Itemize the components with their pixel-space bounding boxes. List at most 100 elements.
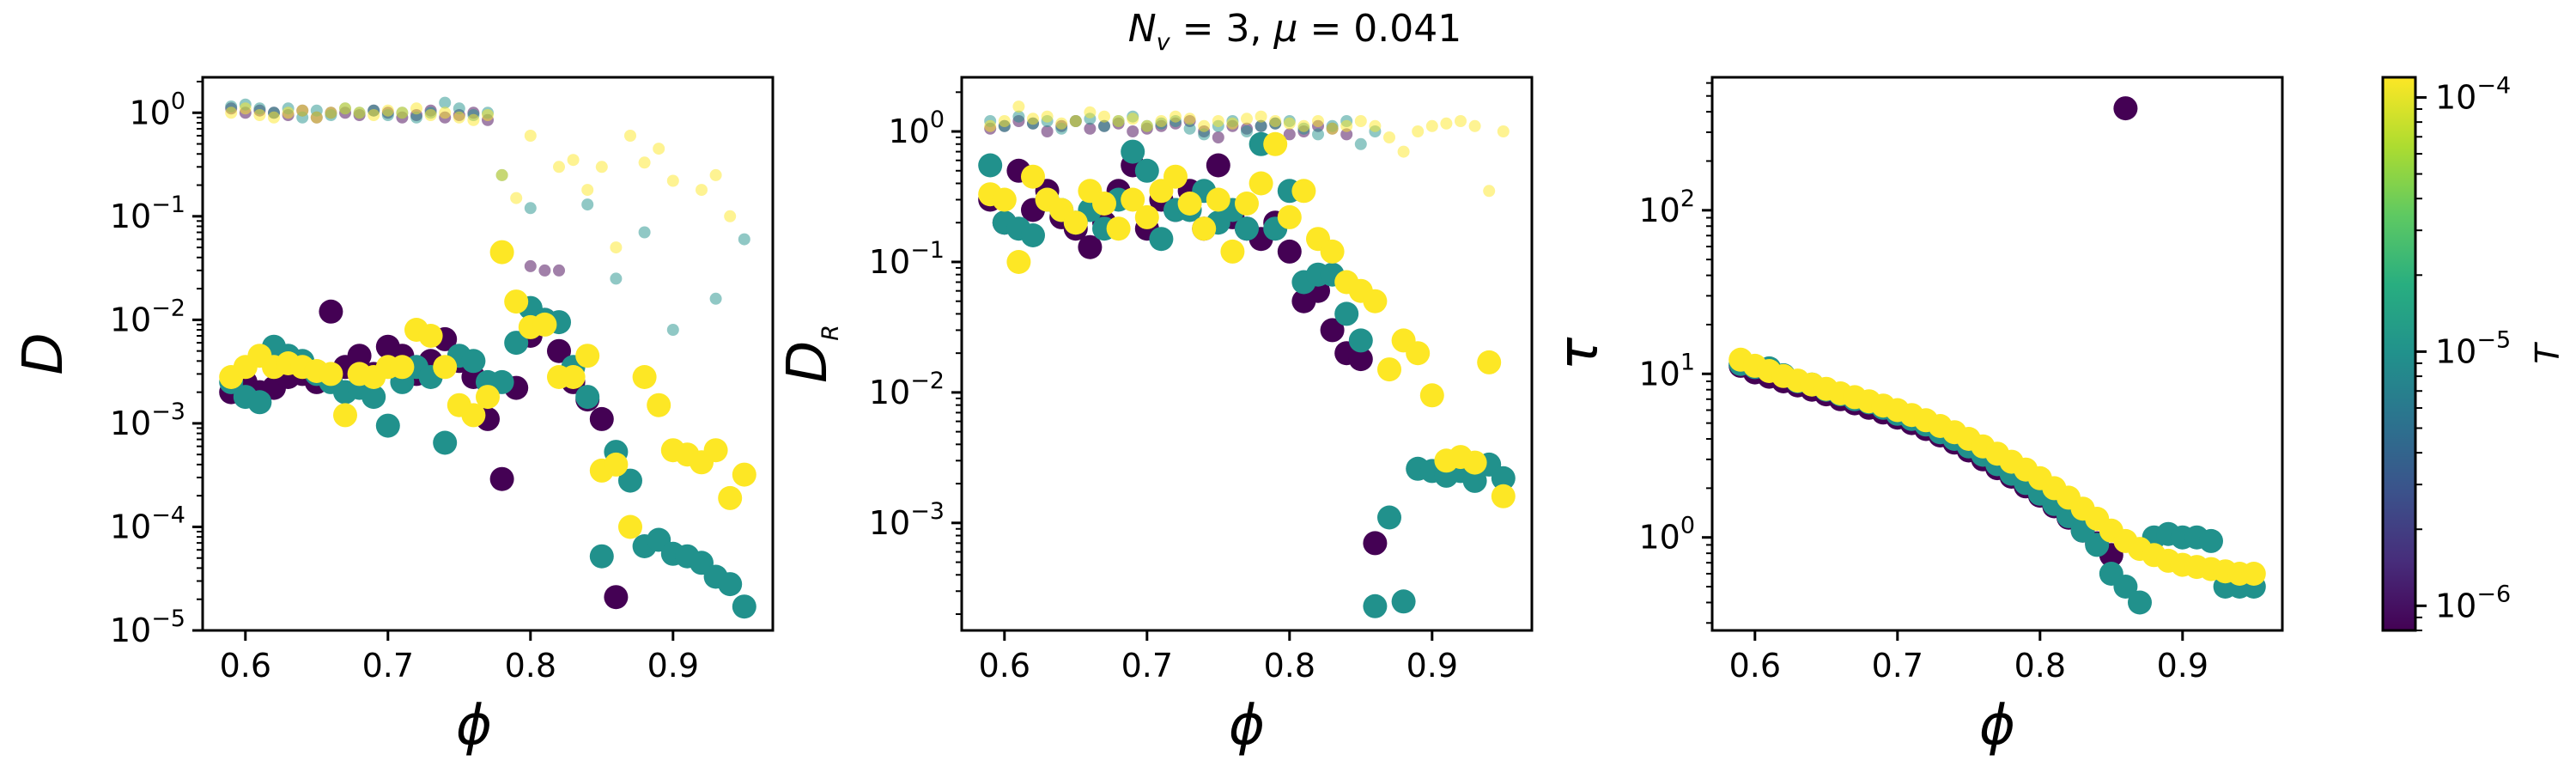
x-tick-label: 0.6 [220, 647, 271, 685]
y-tick-label: 10−3 [869, 498, 945, 542]
panel-tau-x-ticks: 0.6 0.7 0.8 0.9 [1729, 630, 2208, 685]
panel-dr-point [1027, 113, 1039, 125]
panel-dr-point [1163, 164, 1188, 189]
panel-d-point [489, 240, 514, 265]
panel-dr-point [1491, 466, 1516, 490]
x-tick-label: 0.7 [1121, 647, 1173, 685]
panel-d-point [368, 109, 380, 121]
panel-dr-point [1098, 110, 1110, 123]
panel-dr-point [1483, 185, 1496, 198]
panel-dr-point [1354, 137, 1367, 150]
panel-d-point [575, 344, 600, 368]
panel-d-point [653, 143, 665, 155]
panel-dr-plot-area [978, 100, 1516, 618]
panel-tau-point [2128, 590, 2152, 615]
panel-d-point [618, 514, 642, 539]
panel-d-point [581, 184, 594, 197]
panel-d-point [718, 485, 743, 510]
panel-d-point [353, 107, 366, 119]
colorbar-tick-label: 10−5 [2435, 326, 2511, 370]
panel-dr-x-axis-label: ϕ [1229, 694, 1265, 758]
panel-d-point [495, 168, 508, 181]
panel-d-point [553, 264, 565, 277]
panel-dr-point [1149, 227, 1174, 252]
panel-d-point [253, 109, 266, 121]
panel-d-point [319, 362, 343, 386]
panel-dr-point [1212, 115, 1224, 127]
panel-d-point [347, 344, 372, 368]
panel-dr-point [1383, 131, 1395, 143]
panel-d-frame [201, 76, 775, 632]
panel-dr-point [1369, 119, 1382, 132]
panel-d-point [561, 365, 586, 389]
panel-dr-point [1012, 110, 1025, 123]
x-tick-label: 0.9 [2157, 647, 2208, 685]
panel-dr-point [984, 119, 997, 132]
panel-d-point [610, 241, 623, 254]
y-tick-label: 10−1 [110, 192, 185, 235]
panel-d-x-axis-label: ϕ [456, 694, 492, 758]
panel-dr-point [1491, 484, 1516, 508]
panel-d-point [666, 324, 679, 336]
panel-d-point [296, 104, 309, 117]
panel-dr-point [1155, 115, 1168, 127]
panel-dr-point [1363, 531, 1388, 556]
panel-d-point [504, 289, 529, 314]
panel-d-point [738, 233, 750, 246]
panel-d-point [247, 390, 272, 415]
panel-d-point [696, 184, 708, 197]
panel-d-point [538, 264, 551, 277]
panel-d-point [618, 468, 642, 493]
y-tick-label: 100 [888, 107, 945, 150]
panel-dr-point [1468, 119, 1481, 132]
panel-d-point [453, 102, 465, 115]
panel-dr-point [978, 153, 1003, 178]
figure-title: Nv = 3, μ = 0.041 [1128, 7, 1462, 56]
panel-d-point [282, 107, 295, 119]
panel-tau: 0.6 0.7 0.8 0.9 102 101 100 ϕ τ [1547, 76, 2284, 758]
panel-dr-point [1134, 204, 1159, 229]
y-tick-label: 10−2 [869, 368, 945, 411]
panel-d-plot-area [219, 96, 756, 619]
panel-dr-point [1106, 216, 1131, 241]
panel-d-point [410, 111, 422, 124]
panel-dr-point [1462, 468, 1487, 493]
panel-dr-point [1397, 145, 1410, 158]
panel-d-point [647, 393, 671, 417]
panel-dr-point [1078, 234, 1103, 259]
panel-dr-point [1425, 119, 1438, 132]
x-tick-label: 0.8 [2014, 647, 2066, 685]
panel-tau-point [2113, 96, 2138, 121]
panel-d-point [624, 130, 636, 142]
panel-d-point [547, 338, 571, 363]
panel-d-point [225, 107, 238, 119]
panel-d-point [361, 385, 386, 410]
panel-dr-point [1212, 131, 1224, 143]
panel-dr-point [1334, 301, 1359, 326]
panel-d-point [396, 107, 409, 119]
panel-tau-point [2241, 562, 2266, 586]
panel-dr-point [1412, 125, 1425, 137]
panel-dr-point [1220, 239, 1245, 264]
x-tick-label: 0.7 [362, 647, 414, 685]
panel-dr-point [1320, 239, 1345, 264]
panel-dr-point [1084, 122, 1097, 135]
panel-d-point [439, 107, 452, 119]
panel-d-point [732, 462, 756, 487]
panel-d-point [524, 130, 537, 142]
panel-dr-point [1249, 171, 1273, 196]
panel-dr-point [1084, 106, 1097, 119]
panel-dr-point [1134, 158, 1159, 183]
panel-d-point [461, 403, 486, 428]
panel-d-point [709, 168, 722, 181]
panel-d-point [524, 259, 537, 272]
panel-dr-point [1112, 115, 1125, 127]
panel-d-point [239, 102, 252, 115]
panel-d-point [433, 355, 458, 380]
panel-d-point [467, 113, 480, 126]
panel-dr-point [1283, 128, 1296, 141]
panel-d-point [381, 104, 394, 117]
panel-dr-point [1312, 128, 1324, 141]
panel-dr-point [1363, 289, 1388, 313]
panel-dr-y-axis-label: DR [776, 325, 844, 383]
